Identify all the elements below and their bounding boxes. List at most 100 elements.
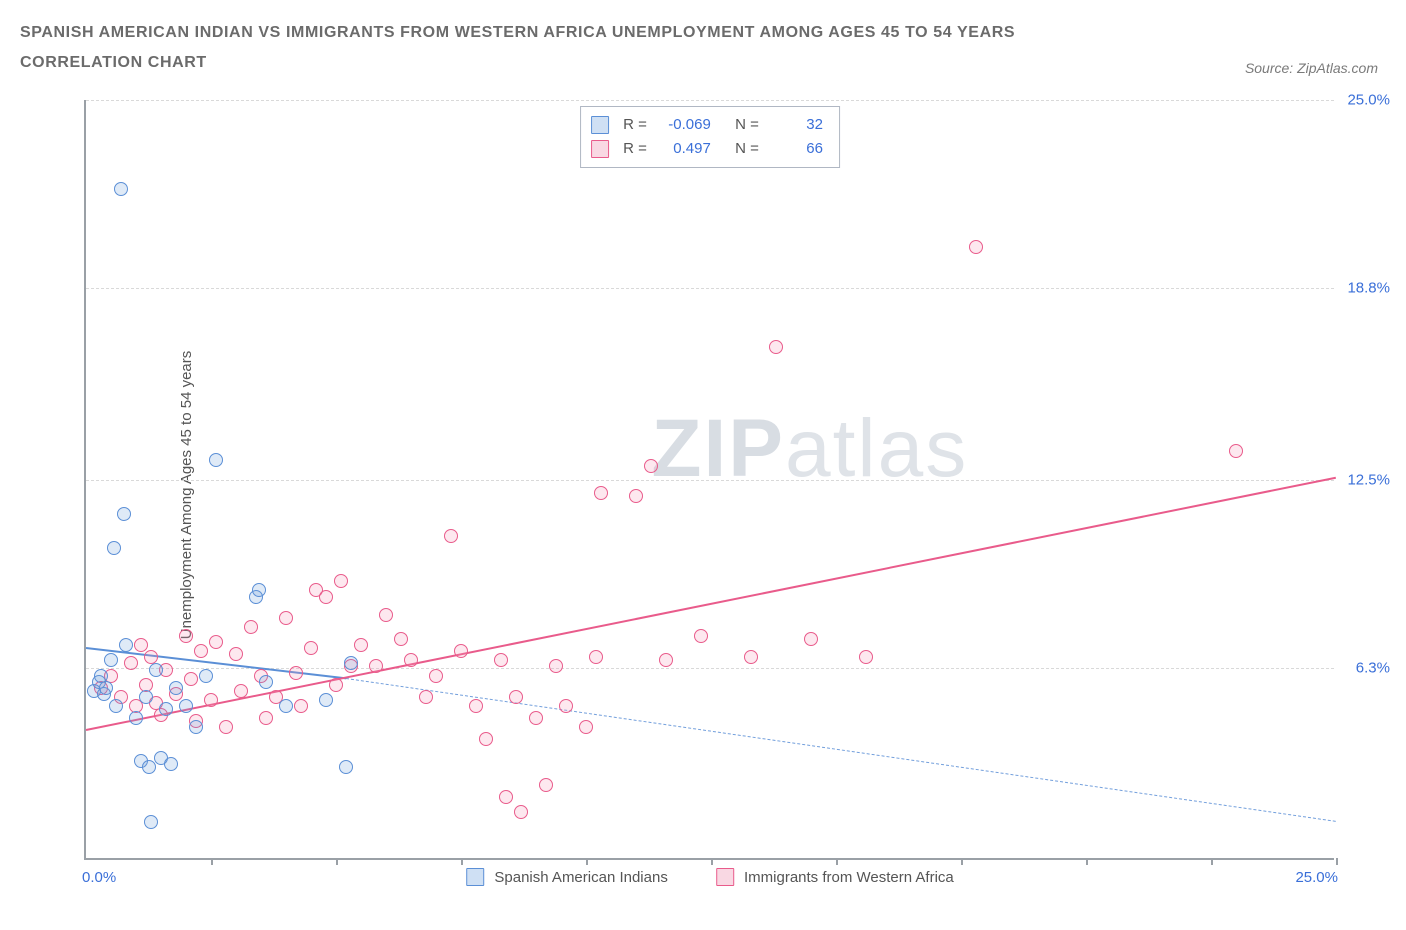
x-tick-mark [336, 858, 338, 865]
data-point-b [334, 574, 348, 588]
data-point-b [319, 590, 333, 604]
data-point-b [529, 711, 543, 725]
data-point-b [559, 699, 573, 713]
correlation-legend: R = -0.069 N = 32 R = 0.497 N = 66 [580, 106, 840, 168]
y-tick-label: 12.5% [1347, 472, 1390, 489]
data-point-b [804, 632, 818, 646]
data-point-a [209, 453, 223, 467]
data-point-a [119, 638, 133, 652]
r-value-b: 0.497 [655, 137, 711, 161]
legend-label-a: Spanish American Indians [494, 869, 667, 886]
x-tick-mark [1086, 858, 1088, 865]
data-point-b [404, 653, 418, 667]
data-point-a [159, 702, 173, 716]
data-point-b [244, 620, 258, 634]
x-tick-mark [211, 858, 213, 865]
data-point-b [204, 693, 218, 707]
data-point-a [139, 690, 153, 704]
data-point-a [164, 757, 178, 771]
x-tick-mark [961, 858, 963, 865]
data-point-b [259, 711, 273, 725]
data-point-a [252, 583, 266, 597]
chart-area: Unemployment Among Ages 45 to 54 years Z… [42, 100, 1382, 890]
n-value-b: 66 [767, 137, 823, 161]
data-point-b [419, 690, 433, 704]
series-legend: Spanish American Indians Immigrants from… [466, 868, 954, 886]
data-point-a [149, 663, 163, 677]
data-point-a [259, 675, 273, 689]
swatch-series-b [591, 140, 609, 158]
x-axis-max-label: 25.0% [1295, 869, 1338, 886]
data-point-b [589, 650, 603, 664]
data-point-a [319, 693, 333, 707]
data-point-b [494, 653, 508, 667]
data-point-b [514, 805, 528, 819]
swatch-icon [466, 868, 484, 886]
chart-title-line1: SPANISH AMERICAN INDIAN VS IMMIGRANTS FR… [20, 18, 1386, 48]
data-point-a [129, 711, 143, 725]
data-point-a [344, 656, 358, 670]
x-tick-mark [461, 858, 463, 865]
data-point-b [539, 778, 553, 792]
x-axis-min-label: 0.0% [82, 869, 116, 886]
data-point-b [354, 638, 368, 652]
data-point-b [859, 650, 873, 664]
data-point-a [144, 815, 158, 829]
gridline [86, 288, 1334, 289]
y-tick-label: 25.0% [1347, 92, 1390, 109]
legend-row-series-a: R = -0.069 N = 32 [591, 113, 823, 137]
data-point-b [769, 340, 783, 354]
data-point-b [479, 732, 493, 746]
y-tick-label: 6.3% [1356, 660, 1390, 677]
data-point-b [289, 666, 303, 680]
data-point-a [114, 182, 128, 196]
data-point-b [394, 632, 408, 646]
legend-item-a: Spanish American Indians [466, 868, 668, 886]
regression-extension-a [346, 678, 1336, 822]
data-point-a [199, 669, 213, 683]
data-point-a [107, 541, 121, 555]
plot-region: ZIPatlas R = -0.069 N = 32 R = 0.497 N =… [84, 100, 1334, 860]
data-point-b [279, 611, 293, 625]
gridline [86, 100, 1334, 101]
data-point-b [369, 659, 383, 673]
data-point-b [379, 608, 393, 622]
data-point-b [499, 790, 513, 804]
data-point-b [644, 459, 658, 473]
data-point-a [99, 681, 113, 695]
legend-label-b: Immigrants from Western Africa [744, 869, 954, 886]
data-point-a [189, 720, 203, 734]
data-point-b [134, 638, 148, 652]
data-point-b [194, 644, 208, 658]
data-point-b [454, 644, 468, 658]
chart-title-line2: CORRELATION CHART [20, 48, 1386, 78]
data-point-b [234, 684, 248, 698]
data-point-b [1229, 444, 1243, 458]
data-point-b [209, 635, 223, 649]
data-point-a [179, 699, 193, 713]
data-point-b [304, 641, 318, 655]
data-point-b [219, 720, 233, 734]
data-point-a [117, 507, 131, 521]
data-point-b [179, 629, 193, 643]
y-tick-label: 18.8% [1347, 280, 1390, 297]
x-tick-mark [711, 858, 713, 865]
data-point-b [659, 653, 673, 667]
data-point-b [429, 669, 443, 683]
source-attribution: Source: ZipAtlas.com [1245, 60, 1378, 76]
x-tick-mark [586, 858, 588, 865]
data-point-a [279, 699, 293, 713]
data-point-b [329, 678, 343, 692]
swatch-series-a [591, 116, 609, 134]
data-point-b [509, 690, 523, 704]
data-point-b [594, 486, 608, 500]
data-point-b [694, 629, 708, 643]
data-point-b [124, 656, 138, 670]
watermark: ZIPatlas [651, 402, 968, 496]
data-point-b [629, 489, 643, 503]
n-value-a: 32 [767, 113, 823, 137]
swatch-icon [716, 868, 734, 886]
x-tick-mark [1211, 858, 1213, 865]
data-point-a [339, 760, 353, 774]
data-point-b [469, 699, 483, 713]
